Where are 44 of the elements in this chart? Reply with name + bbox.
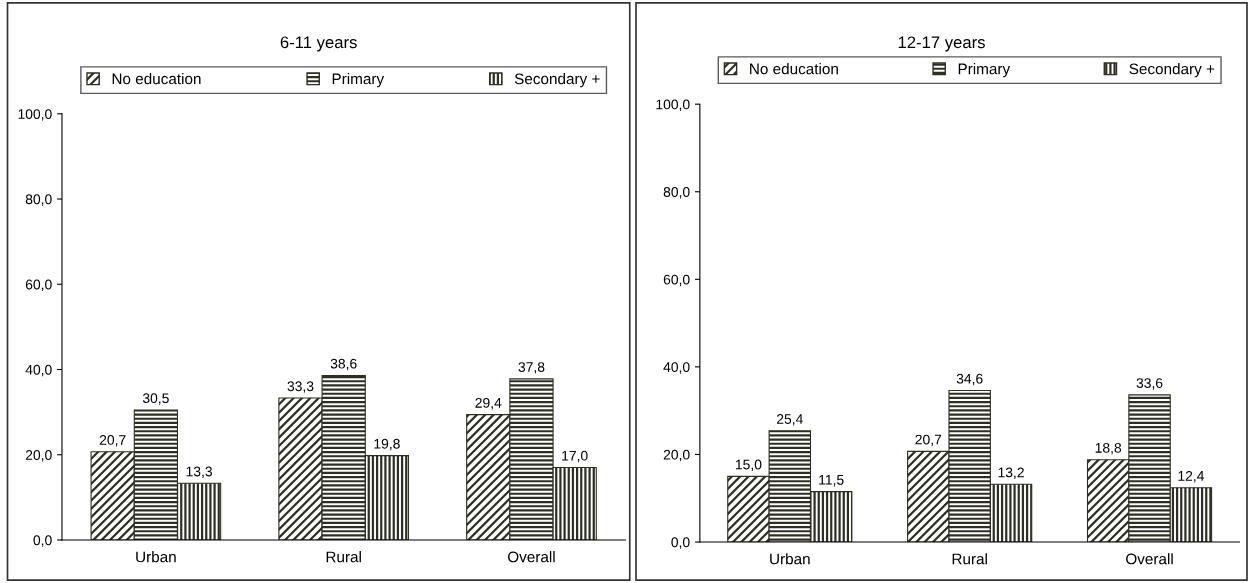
data-label: 29,4 bbox=[475, 397, 502, 410]
data-label: 33,3 bbox=[287, 381, 314, 393]
y-tick-label: 0,0 bbox=[33, 535, 52, 547]
y-tick-label: 80,0 bbox=[663, 187, 690, 199]
data-label: 13,3 bbox=[186, 466, 212, 479]
x-tick-label: Rural bbox=[326, 551, 361, 563]
y-tick-label: 60,0 bbox=[25, 279, 52, 292]
chart-title: 6-11 years bbox=[280, 36, 357, 52]
x-tick-label: Urban bbox=[770, 553, 810, 565]
legend-label: No education bbox=[750, 63, 838, 75]
y-tick-label: 100,0 bbox=[656, 99, 690, 111]
legend-label: No education bbox=[112, 73, 201, 85]
y-tick-label: 20,0 bbox=[25, 450, 52, 462]
legend-label: Primary bbox=[958, 63, 1011, 78]
x-tick-label: Rural bbox=[952, 553, 987, 565]
data-label: 30,5 bbox=[142, 393, 169, 405]
data-label: 25,4 bbox=[776, 414, 803, 426]
data-label: 13,2 bbox=[998, 467, 1024, 479]
legend-label: Secondary + bbox=[1129, 63, 1215, 78]
y-tick-label: 20,0 bbox=[663, 449, 690, 462]
data-label: 20,7 bbox=[99, 435, 126, 447]
data-label: 34,6 bbox=[956, 373, 983, 386]
data-label: 20,7 bbox=[915, 434, 942, 447]
y-tick-label: 40,0 bbox=[25, 364, 52, 377]
chart-title: 12-17 years bbox=[898, 36, 985, 52]
x-tick-label: Urban bbox=[136, 551, 176, 563]
legend-label: Primary bbox=[332, 73, 385, 88]
data-label: 37,8 bbox=[518, 362, 545, 374]
data-label: 11,5 bbox=[819, 475, 844, 487]
y-tick-label: 80,0 bbox=[25, 194, 52, 206]
x-tick-label: Overall bbox=[508, 551, 555, 563]
data-label: 18,8 bbox=[1095, 442, 1122, 455]
y-tick-label: 40,0 bbox=[663, 362, 690, 374]
data-label: 17,0 bbox=[562, 450, 588, 463]
data-label: 33,6 bbox=[1136, 378, 1163, 390]
y-tick-label: 60,0 bbox=[663, 274, 690, 287]
data-label: 12,4 bbox=[1178, 470, 1205, 483]
legend-label: Secondary + bbox=[514, 73, 600, 88]
y-tick-label: 100,0 bbox=[18, 109, 52, 121]
y-tick-label: 0,0 bbox=[671, 537, 690, 549]
data-label: 19,8 bbox=[374, 438, 400, 451]
data-label: 15,0 bbox=[735, 459, 762, 472]
data-label: 38,6 bbox=[330, 358, 357, 371]
x-tick-label: Overall bbox=[1126, 553, 1173, 565]
